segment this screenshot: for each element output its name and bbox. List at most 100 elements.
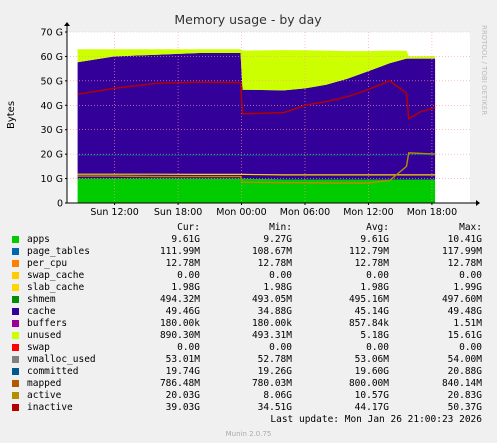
legend-cur-value: 0.00 (177, 342, 200, 353)
legend-avg-value: 1.98G (360, 282, 389, 293)
legend-swatch (12, 356, 19, 363)
legend-min-value: 180.00k (251, 318, 292, 329)
legend-item-unused: unused 890.30M 493.31M 5.18G 15.61G (12, 330, 492, 342)
legend-item-slab-cache: slab_cache 1.98G 1.98G 1.98G 1.99G (12, 282, 492, 294)
legend-avg-value: 0.00 (366, 342, 389, 353)
legend-cur-value: 494.32M (159, 294, 200, 305)
legend-swatch (12, 236, 19, 243)
legend-avg-value: 857.84k (348, 318, 389, 329)
legend-avg-value: 0.00 (366, 270, 389, 281)
legend-swatch (12, 368, 19, 375)
legend-cur-value: 12.78M (165, 258, 200, 269)
legend-max-value: 0.00 (459, 270, 482, 281)
stack-areas (77, 49, 436, 203)
x-tick-label: Mon 00:00 (216, 207, 266, 218)
legend-name: mapped (27, 378, 62, 389)
legend-cur-value: 1.98G (171, 282, 200, 293)
legend-swatch (12, 332, 19, 339)
line-committed (77, 153, 436, 157)
x-tick-label: Mon 18:00 (407, 207, 457, 218)
x-tick-label: Mon 12:00 (343, 207, 393, 218)
legend-cur-value: 49.46G (165, 306, 200, 317)
legend-max-value: 117.99M (441, 246, 482, 257)
legend-name: per_cpu (27, 258, 68, 269)
line-slab-cache (77, 173, 436, 176)
legend-item-inactive: inactive 39.03G 34.51G 44.17G 50.37G (12, 402, 492, 414)
legend-min-value: 9.27G (263, 234, 292, 245)
legend-item-buffers: buffers 180.00k 180.00k 857.84k 1.51M (12, 318, 492, 330)
legend-max-value: 50.37G (447, 402, 482, 413)
y-tick-label: 70 G (41, 28, 63, 39)
y-tick-label: 20 G (41, 150, 63, 161)
legend-cur-value: 53.01M (165, 354, 200, 365)
line-active (77, 152, 436, 184)
legend-min-value: 1.98G (263, 282, 292, 293)
legend-name: page_tables (27, 246, 90, 257)
legend-max-value: 20.88G (447, 366, 482, 377)
header-avg: Avg: (366, 222, 389, 233)
x-tick-label: Sun 18:00 (154, 207, 202, 218)
y-tick-label: 40 G (41, 101, 63, 112)
legend-name: slab_cache (27, 282, 85, 293)
legend-max-value: 15.61G (447, 330, 482, 341)
legend-avg-value: 9.61G (360, 234, 389, 245)
header-max: Max: (459, 222, 482, 233)
legend-name: inactive (27, 402, 73, 413)
legend: Cur: Min: Avg: Max: apps 9.61G 9.27G 9.61G 1… (12, 222, 492, 414)
legend-avg-value: 10.57G (354, 390, 389, 401)
legend-max-value: 0.00 (459, 342, 482, 353)
legend-min-value: 0.00 (269, 342, 292, 353)
legend-cur-value: 0.00 (177, 270, 200, 281)
y-tick-label: 30 G (41, 125, 63, 136)
legend-item-apps: apps 9.61G 9.27G 9.61G 10.41G (12, 234, 492, 246)
legend-avg-value: 800.00M (348, 378, 389, 389)
legend-min-value: 780.03M (251, 378, 292, 389)
legend-avg-value: 45.14G (354, 306, 389, 317)
legend-cur-value: 786.48M (159, 378, 200, 389)
legend-name: vmalloc_used (27, 354, 96, 365)
legend-item-shmem: shmem 494.32M 493.05M 495.16M 497.60M (12, 294, 492, 306)
legend-max-value: 1.99G (453, 282, 482, 293)
y-tick-label: 60 G (41, 52, 63, 63)
legend-item-vmalloc-used: vmalloc_used 53.01M 52.78M 53.06M 54.00M (12, 354, 492, 366)
legend-swatch (12, 320, 19, 327)
legend-name: unused (27, 330, 62, 341)
legend-swatch (12, 272, 19, 279)
legend-max-value: 20.83G (447, 390, 482, 401)
legend-max-value: 497.60M (441, 294, 482, 305)
legend-item-cache: cache 49.46G 34.88G 45.14G 49.48G (12, 306, 492, 318)
generator-label: Munin 2.0.75 (225, 430, 272, 438)
legend-name: buffers (27, 318, 68, 329)
area-cache (77, 53, 436, 180)
legend-swatch (12, 344, 19, 351)
series-lines (77, 80, 436, 184)
legend-max-value: 10.41G (447, 234, 482, 245)
legend-swatch (12, 248, 19, 255)
legend-max-value: 54.00M (447, 354, 482, 365)
legend-min-value: 34.88G (257, 306, 292, 317)
legend-name: cache (27, 306, 56, 317)
header-cur: Cur: (177, 222, 200, 233)
chart-title: Memory usage - by day (174, 12, 322, 27)
y-axis-arrow-icon (64, 22, 70, 26)
legend-min-value: 12.78M (257, 258, 292, 269)
legend-item-active: active 20.03G 8.06G 10.57G 20.83G (12, 390, 492, 402)
legend-avg-value: 19.60G (354, 366, 389, 377)
legend-name: apps (27, 234, 50, 245)
legend-max-value: 840.14M (441, 378, 482, 389)
legend-cur-value: 890.30M (159, 330, 200, 341)
legend-min-value: 493.31M (251, 330, 292, 341)
legend-header: Cur: Min: Avg: Max: (12, 222, 492, 234)
x-axis-arrow-icon (476, 200, 480, 206)
legend-avg-value: 495.16M (348, 294, 389, 305)
legend-name: active (27, 390, 62, 401)
legend-cur-value: 111.99M (159, 246, 200, 257)
legend-name: swap (27, 342, 50, 353)
legend-item-swap: swap 0.00 0.00 0.00 0.00 (12, 342, 492, 354)
legend-swatch (12, 284, 19, 291)
legend-max-value: 1.51M (453, 318, 482, 329)
legend-cur-value: 19.74G (165, 366, 200, 377)
legend-avg-value: 5.18G (360, 330, 389, 341)
legend-name: committed (27, 366, 79, 377)
legend-avg-value: 53.06M (354, 354, 389, 365)
